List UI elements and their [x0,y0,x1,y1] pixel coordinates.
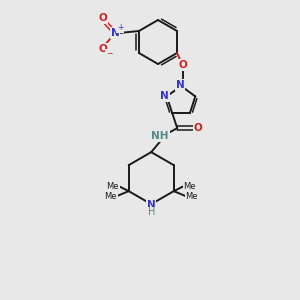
Text: N: N [147,200,156,210]
Text: NH: NH [152,131,169,141]
FancyBboxPatch shape [179,63,187,69]
Text: O: O [179,60,188,70]
Text: H: H [148,207,155,217]
FancyBboxPatch shape [99,46,107,52]
Text: Me: Me [106,182,119,190]
Text: Me: Me [104,192,117,201]
FancyBboxPatch shape [153,133,167,140]
Text: O: O [99,13,107,23]
FancyBboxPatch shape [111,29,119,37]
Text: O: O [194,123,203,133]
FancyBboxPatch shape [104,193,118,199]
Text: Me: Me [185,192,198,201]
Text: Me: Me [184,182,196,190]
FancyBboxPatch shape [183,183,197,189]
FancyBboxPatch shape [185,193,199,199]
Text: O: O [99,44,107,54]
FancyBboxPatch shape [176,82,184,88]
FancyBboxPatch shape [161,93,169,99]
Text: +: + [117,23,123,32]
FancyBboxPatch shape [106,183,120,189]
Text: −: − [106,50,112,58]
Text: N: N [176,80,184,90]
Text: N: N [111,28,119,38]
FancyBboxPatch shape [194,125,202,131]
FancyBboxPatch shape [148,209,155,215]
FancyBboxPatch shape [99,16,107,22]
Text: N: N [160,92,169,101]
FancyBboxPatch shape [147,202,155,208]
